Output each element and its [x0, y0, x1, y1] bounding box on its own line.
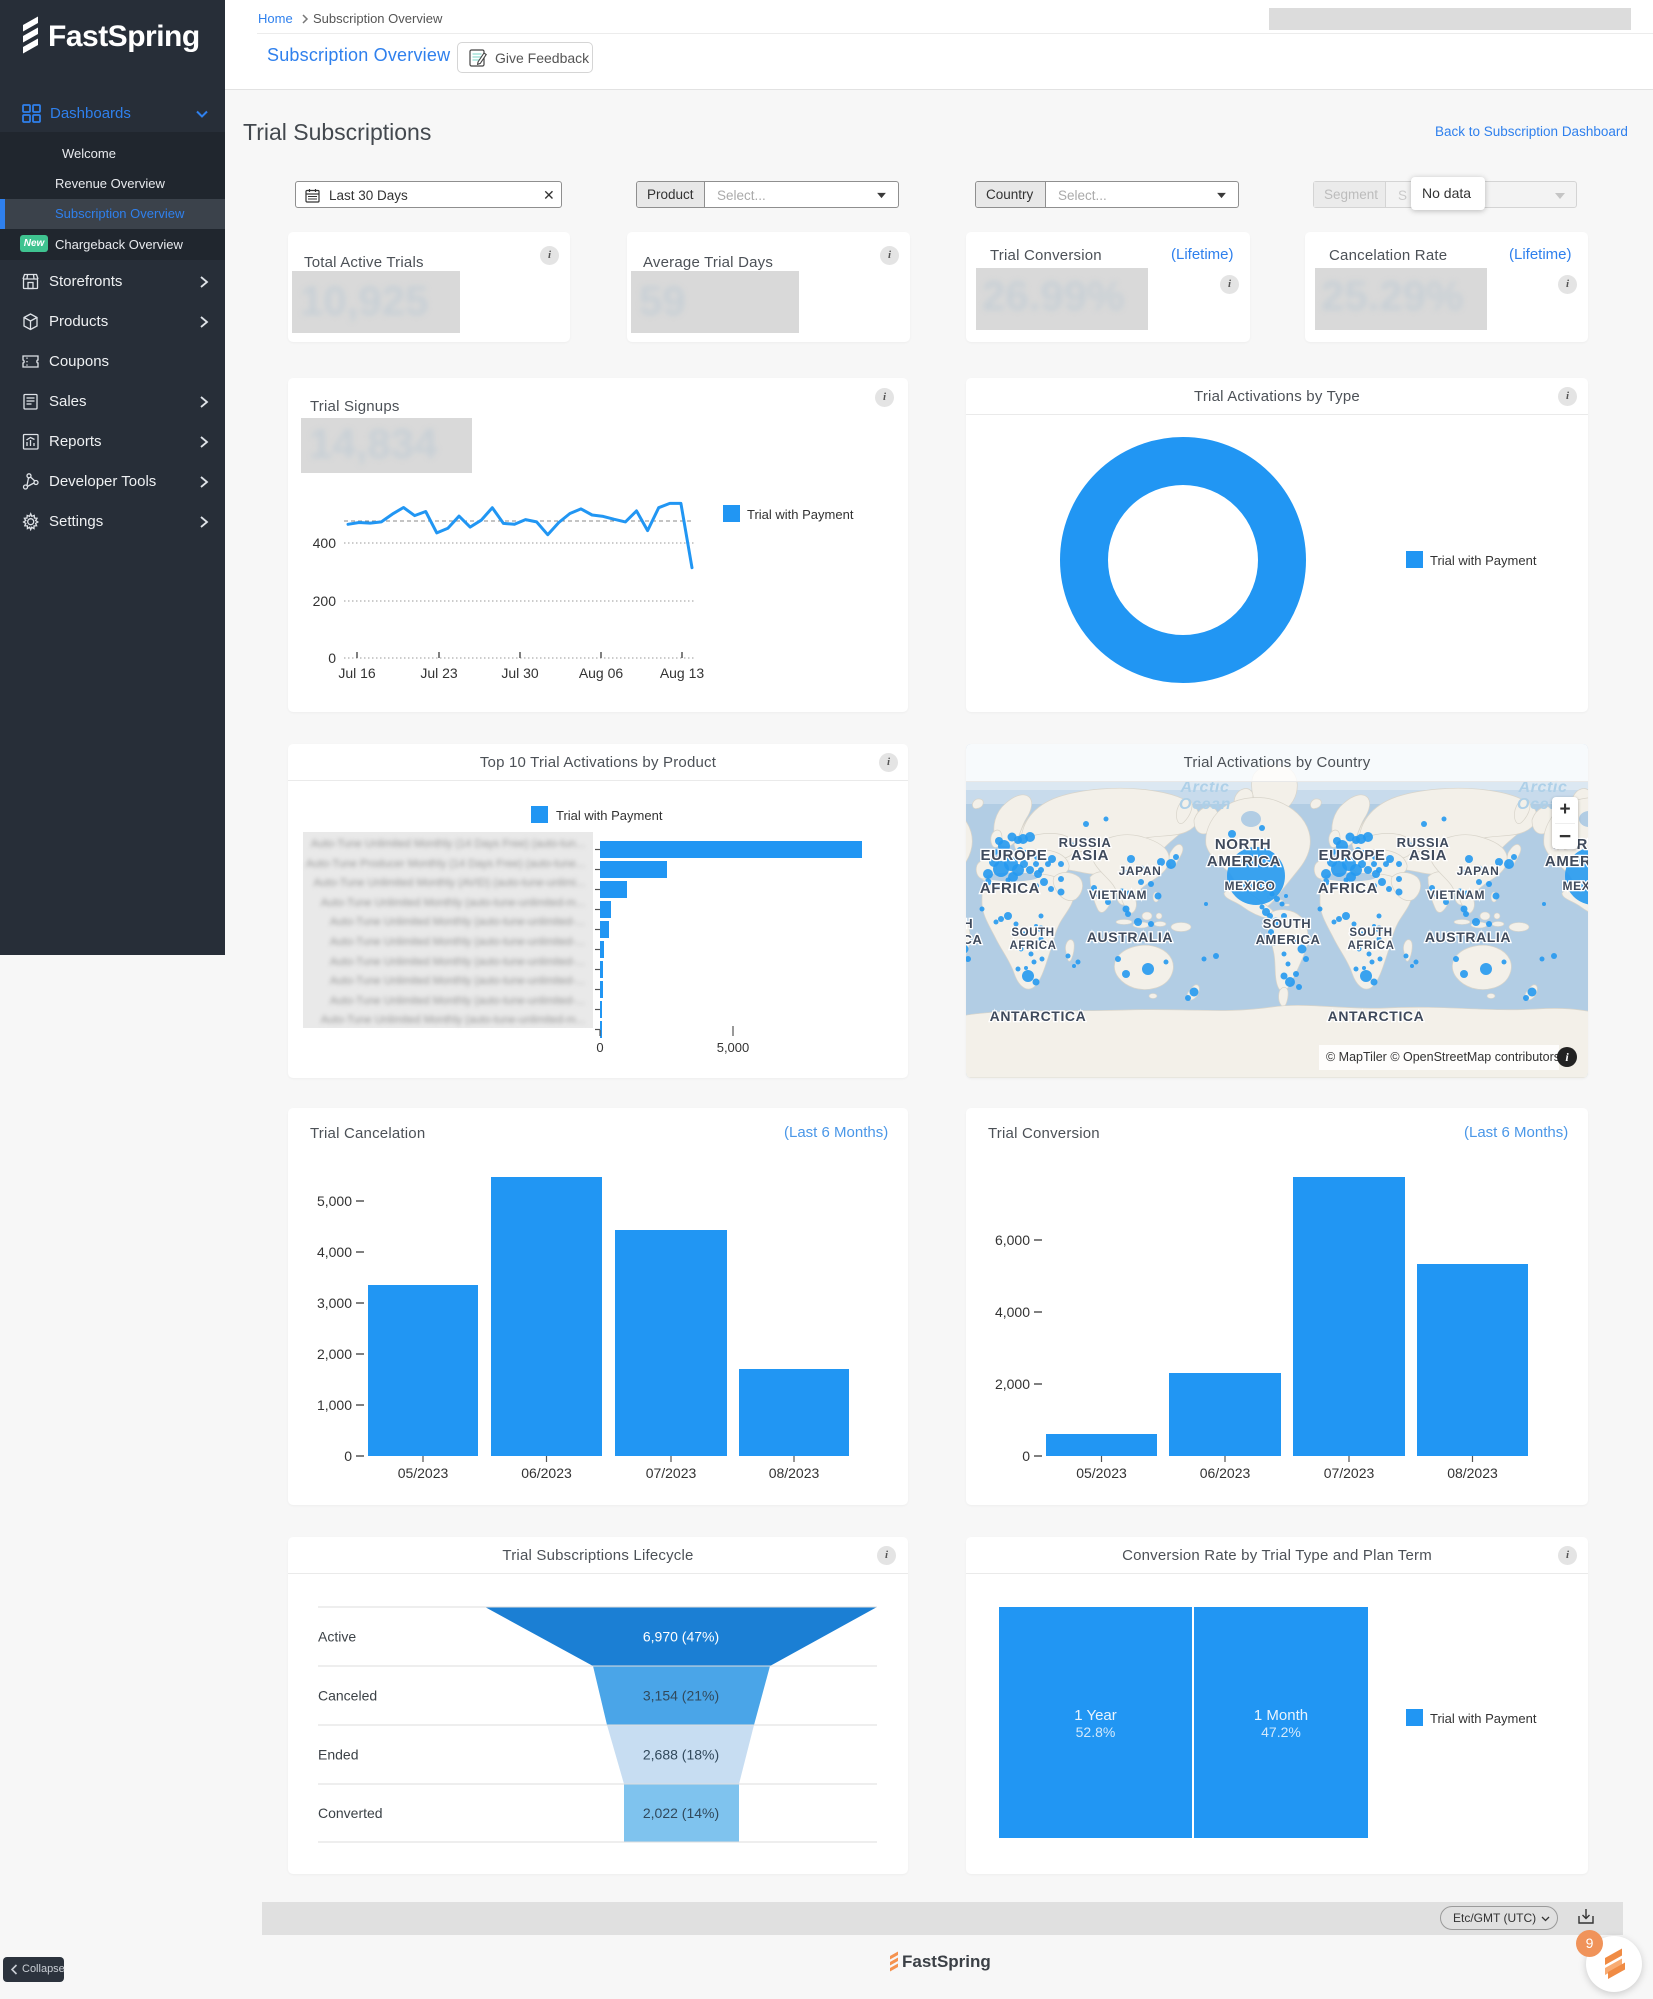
svg-text:07/2023: 07/2023 [1324, 1465, 1375, 1481]
svg-text:0: 0 [328, 650, 336, 666]
svg-text:Converted: Converted [318, 1805, 383, 1821]
svg-text:05/2023: 05/2023 [398, 1465, 449, 1481]
svg-text:ASIA: ASIA [1409, 847, 1447, 864]
svg-text:MEXICO: MEXICO [1225, 879, 1276, 893]
svg-text:SOUTH: SOUTH [1263, 916, 1312, 931]
svg-text:EUROPE: EUROPE [1319, 847, 1386, 864]
svg-text:JAPAN: JAPAN [1119, 864, 1162, 878]
svg-text:08/2023: 08/2023 [769, 1465, 820, 1481]
svg-text:ASIA: ASIA [1071, 847, 1109, 864]
svg-text:MEXICO: MEXICO [1563, 879, 1588, 893]
svg-text:AFRICA: AFRICA [980, 880, 1040, 897]
svg-text:SOUTH: SOUTH [966, 916, 973, 931]
svg-text:Arctic: Arctic [1180, 779, 1230, 796]
svg-text:2,000: 2,000 [995, 1376, 1030, 1392]
svg-text:6,970 (47%): 6,970 (47%) [643, 1629, 719, 1645]
svg-text:FastSpring: FastSpring [48, 20, 200, 53]
svg-text:AUSTRALIA: AUSTRALIA [1087, 929, 1173, 945]
svg-text:5,000: 5,000 [317, 1193, 352, 1209]
svg-text:AFRICA: AFRICA [1347, 940, 1394, 952]
svg-text:5,000: 5,000 [717, 1040, 750, 1055]
svg-text:Aug 13: Aug 13 [660, 665, 705, 681]
svg-text:NORTH: NORTH [1215, 836, 1271, 853]
svg-text:200: 200 [313, 593, 337, 609]
svg-text:ANTARCTICA: ANTARCTICA [990, 1008, 1087, 1024]
svg-text:6,000: 6,000 [995, 1232, 1030, 1248]
svg-text:08/2023: 08/2023 [1447, 1465, 1498, 1481]
svg-text:4,000: 4,000 [317, 1244, 352, 1260]
svg-text:1,000: 1,000 [317, 1397, 352, 1413]
svg-text:EUROPE: EUROPE [981, 847, 1048, 864]
svg-text:2,000: 2,000 [317, 1346, 352, 1362]
svg-text:AMERICA: AMERICA [1545, 853, 1588, 870]
svg-text:VIETNAM: VIETNAM [1427, 888, 1485, 902]
svg-text:FastSpring: FastSpring [902, 1952, 991, 1971]
svg-text:RUSSIA: RUSSIA [1059, 835, 1112, 850]
svg-text:06/2023: 06/2023 [1200, 1465, 1251, 1481]
svg-text:400: 400 [313, 535, 337, 551]
svg-text:SOUTH: SOUTH [1011, 927, 1054, 939]
svg-text:SOUTH: SOUTH [1349, 927, 1392, 939]
svg-text:4,000: 4,000 [995, 1304, 1030, 1320]
svg-text:AMERICA: AMERICA [1207, 853, 1281, 870]
svg-text:0: 0 [596, 1040, 603, 1055]
svg-text:JAPAN: JAPAN [1457, 864, 1500, 878]
svg-text:AFRICA: AFRICA [1009, 940, 1056, 952]
svg-text:2,022 (14%): 2,022 (14%) [643, 1805, 719, 1821]
svg-text:AMERICA: AMERICA [966, 932, 982, 947]
svg-text:AMERICA: AMERICA [1256, 932, 1321, 947]
svg-text:Arctic: Arctic [1518, 779, 1568, 796]
svg-text:Jul 16: Jul 16 [338, 665, 376, 681]
svg-text:Aug 06: Aug 06 [579, 665, 624, 681]
svg-text:Ended: Ended [318, 1747, 358, 1763]
svg-text:Ocean: Ocean [1179, 796, 1231, 813]
svg-text:Active: Active [318, 1629, 356, 1645]
svg-text:ANTARCTICA: ANTARCTICA [1328, 1008, 1425, 1024]
svg-text:05/2023: 05/2023 [1076, 1465, 1127, 1481]
svg-text:0: 0 [344, 1448, 352, 1464]
svg-text:3,154 (21%): 3,154 (21%) [643, 1688, 719, 1704]
svg-text:06/2023: 06/2023 [521, 1465, 572, 1481]
svg-text:2,688 (18%): 2,688 (18%) [643, 1747, 719, 1763]
svg-text:RUSSIA: RUSSIA [1397, 835, 1450, 850]
svg-text:07/2023: 07/2023 [646, 1465, 697, 1481]
svg-text:VIETNAM: VIETNAM [1089, 888, 1147, 902]
svg-text:Canceled: Canceled [318, 1688, 377, 1704]
svg-text:3,000: 3,000 [317, 1295, 352, 1311]
svg-text:0: 0 [1022, 1448, 1030, 1464]
svg-text:AFRICA: AFRICA [1318, 880, 1378, 897]
svg-text:AUSTRALIA: AUSTRALIA [1425, 929, 1511, 945]
svg-text:Jul 30: Jul 30 [501, 665, 539, 681]
svg-text:Jul 23: Jul 23 [420, 665, 458, 681]
